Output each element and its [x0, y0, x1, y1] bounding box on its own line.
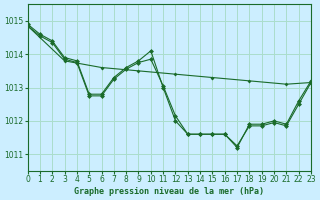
X-axis label: Graphe pression niveau de la mer (hPa): Graphe pression niveau de la mer (hPa) [74, 187, 264, 196]
